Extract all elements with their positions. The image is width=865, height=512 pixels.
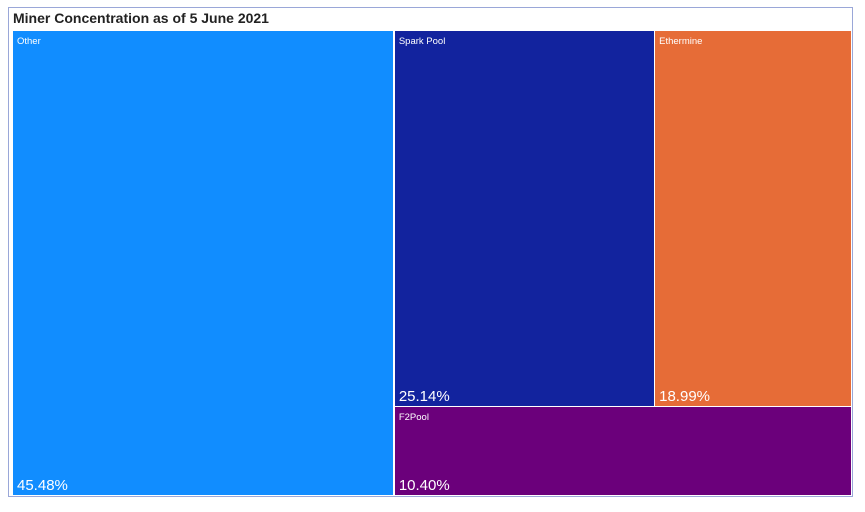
- tile-value-ethermine: 18.99%: [659, 387, 710, 405]
- treemap-tile-ethermine[interactable]: Ethermine 18.99%: [655, 31, 851, 406]
- treemap-tile-spark-pool[interactable]: Spark Pool 25.14%: [394, 31, 654, 406]
- tile-value-f2pool: 10.40%: [398, 476, 450, 494]
- treemap-tile-f2pool[interactable]: F2Pool 10.40%: [394, 407, 851, 495]
- tile-label-other: Other: [17, 36, 41, 47]
- tile-value-spark-pool: 25.14%: [398, 387, 450, 405]
- tile-value-other: 45.48%: [17, 477, 68, 494]
- treemap-tile-other[interactable]: Other 45.48%: [13, 31, 394, 495]
- tile-label-f2pool: F2Pool: [398, 412, 429, 424]
- tile-label-ethermine: Ethermine: [659, 36, 703, 47]
- tile-label-spark-pool: Spark Pool: [398, 36, 446, 47]
- chart-title: Miner Concentration as of 5 June 2021: [13, 10, 269, 26]
